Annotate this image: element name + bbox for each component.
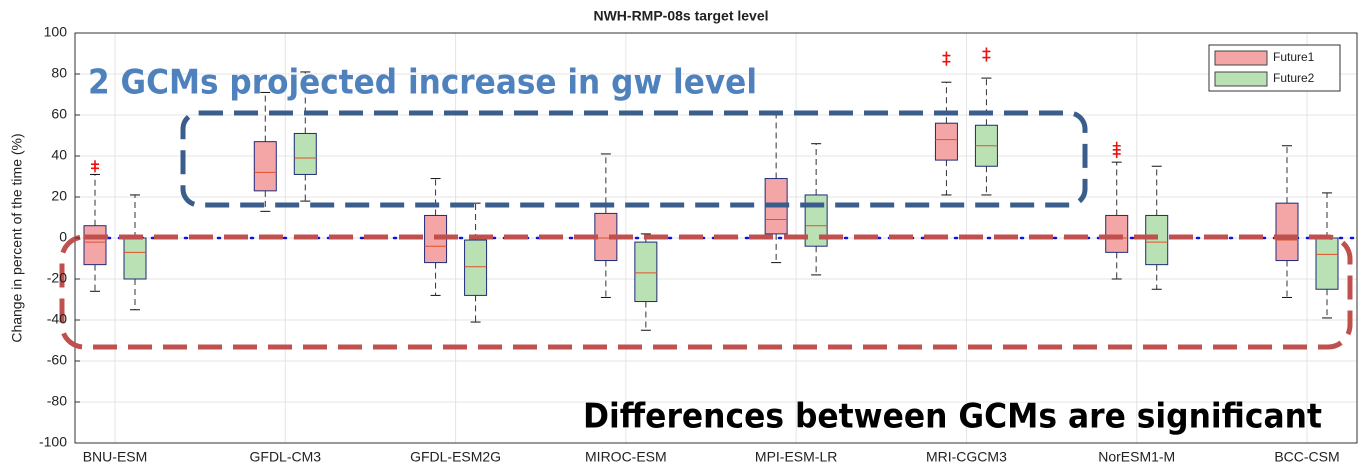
annotation: Differences between GCMs are significant [583,397,1322,437]
legend-swatch [1214,50,1268,66]
box [123,237,147,280]
y-tick-label: -40 [47,311,67,327]
y-tick-label: 0 [59,229,67,245]
highlight-box [59,234,1353,350]
legend-label: Future2 [1273,71,1315,85]
y-tick-label: -100 [39,434,67,450]
box [1275,202,1299,262]
legend-label: Future1 [1273,50,1315,64]
x-tick-label: MIROC-ESM [585,449,667,465]
box [253,141,277,192]
outlier [1112,141,1121,150]
x-tick-label: MPI-ESM-LR [755,449,837,465]
box [1105,214,1129,253]
x-tick-label: NorESM1-M [1098,449,1175,465]
legend: Future1 Future2 [1208,44,1341,92]
x-tick-label: MRI-CGCM3 [926,449,1007,465]
legend-swatch [1214,71,1268,87]
y-tick-label: 60 [51,106,67,122]
x-tick-label: BNU-ESM [83,449,148,465]
y-tick-label: 100 [44,24,68,40]
box [464,239,488,296]
y-tick-label: -60 [47,352,67,368]
x-tick-label: GFDL-ESM2G [410,449,501,465]
box [934,122,958,161]
box [293,132,317,175]
box [83,225,107,266]
y-tick-label: -80 [47,393,67,409]
y-tick-label: 40 [51,147,67,163]
y-tick-label: -20 [47,270,67,286]
outlier [942,51,951,60]
outlier [91,160,99,169]
x-tick-label: GFDL-CM3 [250,449,322,465]
box [634,241,658,303]
y-tick-label: 80 [51,65,67,81]
highlight-box [180,110,1088,208]
outlier [982,47,991,56]
chart-title: NWH-RMP-08s target level [593,8,768,24]
box [1145,214,1169,266]
x-tick-label: BCC-CSM [1274,449,1339,465]
box [804,194,828,247]
y-axis-label: Change in percent of the time (%) [9,133,25,342]
annotation: 2 GCMs projected increase in gw level [88,63,757,103]
y-tick-label: 20 [51,188,67,204]
box [1315,237,1339,290]
